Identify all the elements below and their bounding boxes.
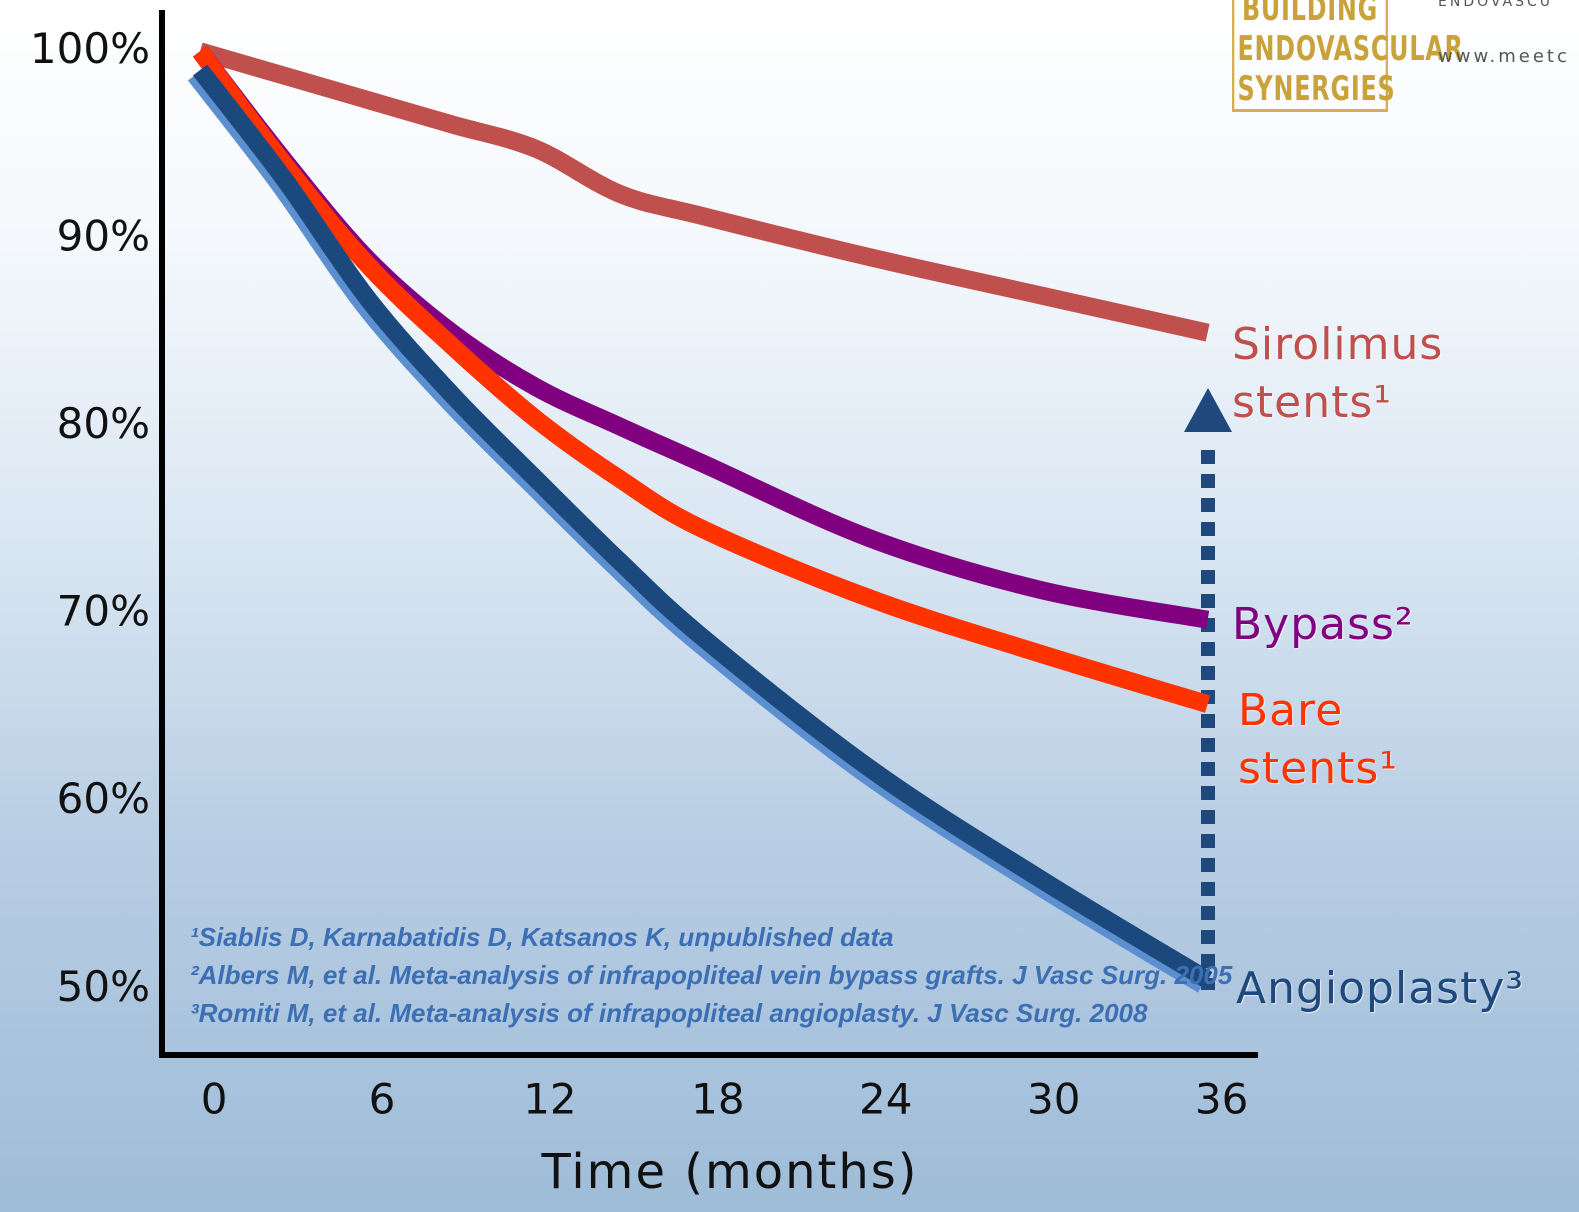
arrow-head	[1184, 388, 1232, 432]
logo-tagline: ENDOVASCU	[1438, 0, 1554, 10]
footnote: ²Albers M, et al. Meta-analysis of infra…	[190, 960, 1233, 990]
y-tick-label: 70%	[57, 587, 150, 636]
x-tick-label: 12	[523, 1075, 576, 1124]
series-line	[197, 42, 1210, 342]
series-line	[192, 45, 1211, 713]
logo-line: SYNERGIES	[1237, 69, 1396, 109]
series-label: Bare stents¹	[1238, 685, 1398, 794]
footnote: ¹Siablis D, Karnabatidis D, Katsanos K, …	[190, 922, 894, 952]
x-tick-label: 24	[859, 1075, 912, 1124]
y-tick-label: 80%	[57, 399, 150, 448]
x-tick-label: 0	[201, 1075, 228, 1124]
logo-line: BUILDING	[1241, 0, 1379, 29]
series-line	[192, 64, 1213, 988]
y-tick-label: 90%	[57, 211, 150, 260]
y-tick-label: 50%	[57, 962, 150, 1011]
x-tick-label: 18	[691, 1075, 744, 1124]
series-label: Angioplasty³	[1236, 963, 1525, 1014]
series-label: Bypass²	[1232, 599, 1414, 650]
x-tick-label: 30	[1027, 1075, 1080, 1124]
x-axis-title: Time (months)	[541, 1144, 919, 1200]
logo-url: www.meetc	[1438, 46, 1570, 67]
series-label: Sirolimus stents¹	[1232, 319, 1444, 428]
x-tick-label: 36	[1195, 1075, 1248, 1124]
y-tick-label: 60%	[57, 774, 150, 823]
y-tick-label: 100%	[30, 24, 150, 73]
x-tick-label: 6	[369, 1075, 396, 1124]
footnote: ³Romiti M, et al. Meta-analysis of infra…	[190, 998, 1148, 1028]
